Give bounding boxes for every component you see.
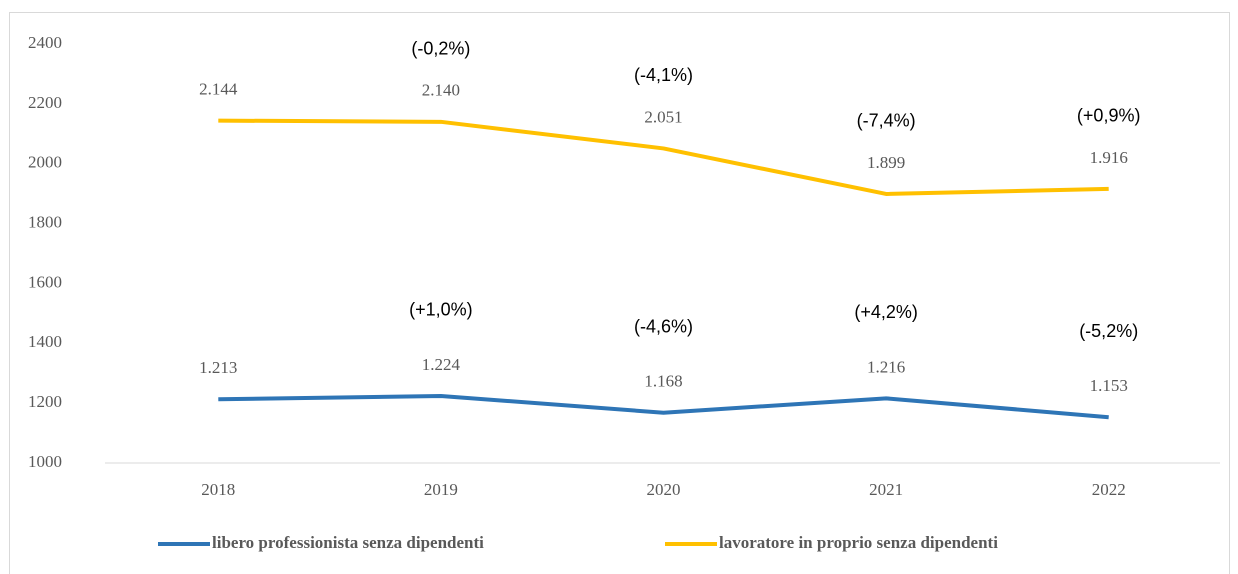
data-label: 1.916: [1090, 148, 1128, 167]
x-tick-label: 2021: [869, 480, 903, 499]
y-tick-label: 1000: [28, 452, 62, 471]
annotation: (-5,2%): [1079, 321, 1138, 341]
series-line: [218, 393, 1109, 420]
y-tick-label: 1800: [28, 212, 62, 231]
data-label: 2.051: [644, 107, 682, 126]
y-tick-label: 2200: [28, 93, 62, 112]
x-tick-label: 2020: [647, 480, 681, 499]
data-label: 1.899: [867, 153, 905, 172]
annotation: (-0,2%): [411, 39, 470, 59]
y-tick-label: 2400: [28, 33, 62, 52]
annotation: (+4,2%): [854, 302, 918, 322]
annotation: (+0,9%): [1077, 106, 1141, 126]
legend-label: libero professionista senza dipendenti: [212, 533, 484, 552]
series-line: [218, 118, 1109, 196]
y-tick-label: 2000: [28, 153, 62, 172]
annotation: (-4,1%): [634, 65, 693, 85]
legend-label: lavoratore in proprio senza dipendenti: [719, 533, 998, 552]
data-label: 1.213: [199, 358, 237, 377]
annotation: (+1,0%): [409, 300, 473, 320]
annotation: (-7,4%): [857, 111, 916, 131]
chart-frame: [9, 12, 1230, 574]
y-tick-label: 1200: [28, 392, 62, 411]
y-tick-label: 1400: [28, 332, 62, 351]
data-label: 2.144: [199, 80, 238, 99]
x-tick-label: 2018: [201, 480, 235, 499]
data-label: 1.168: [644, 372, 682, 391]
data-label: 1.224: [422, 355, 461, 374]
y-tick-label: 1600: [28, 272, 62, 291]
data-label: 1.216: [867, 357, 905, 376]
annotation: (-4,6%): [634, 316, 693, 336]
data-label: 2.140: [422, 81, 460, 100]
x-tick-label: 2022: [1092, 480, 1126, 499]
data-label: 1.153: [1090, 376, 1128, 395]
x-tick-label: 2019: [424, 480, 458, 499]
